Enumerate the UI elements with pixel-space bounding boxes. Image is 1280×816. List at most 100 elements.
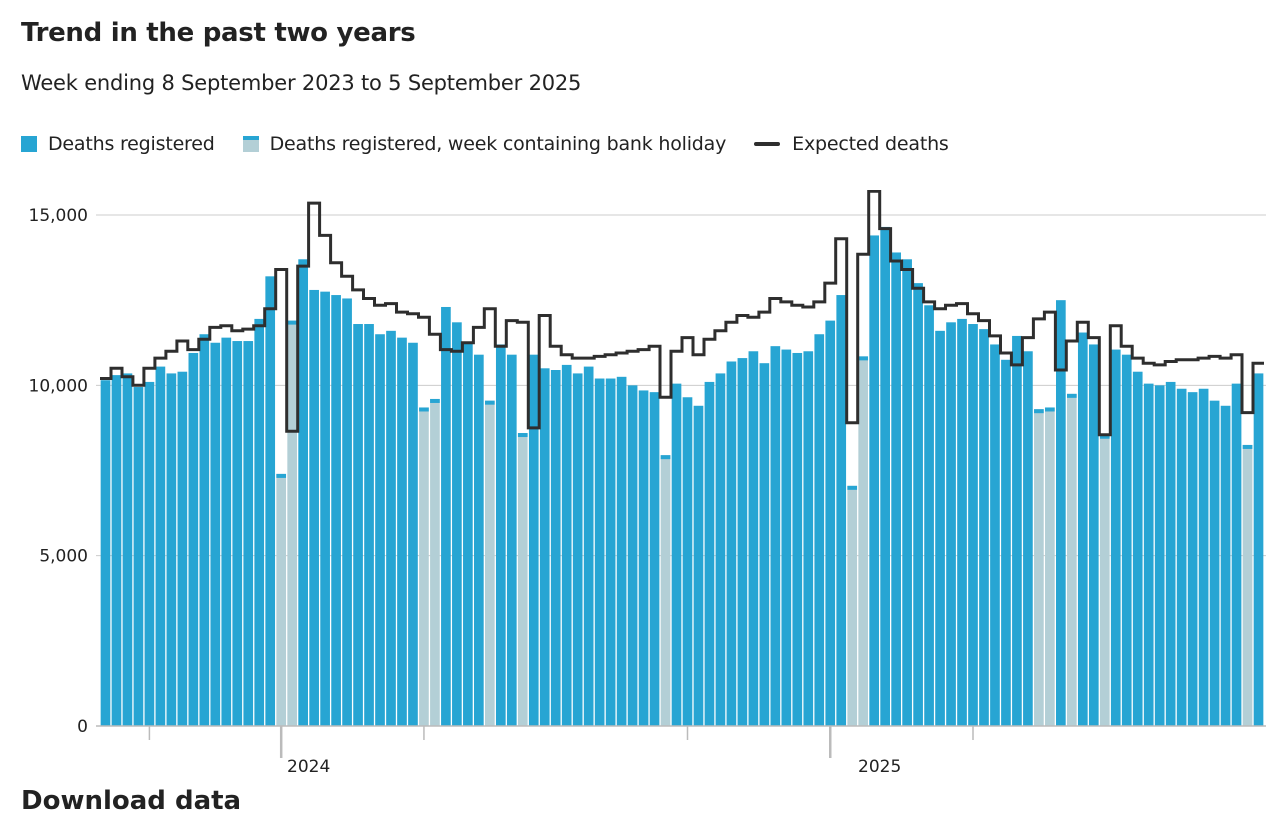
bar — [210, 342, 221, 726]
bar — [144, 381, 155, 726]
bar — [1187, 392, 1198, 726]
bar — [1077, 332, 1088, 726]
holiday-bar — [1099, 434, 1110, 726]
bar — [836, 295, 847, 726]
bar — [1056, 300, 1066, 726]
bar — [1198, 388, 1209, 726]
holiday-bar-cap — [287, 320, 298, 325]
bar — [616, 376, 627, 726]
bar — [364, 324, 374, 726]
bar — [946, 322, 956, 726]
chart-legend: Deaths registered Deaths registered, wee… — [21, 133, 977, 155]
bar — [1110, 349, 1121, 726]
bar — [320, 291, 330, 726]
bars — [100, 226, 1264, 726]
bar — [968, 324, 978, 726]
bar — [902, 259, 912, 726]
holiday-bar-cap — [430, 398, 440, 403]
bar — [605, 378, 616, 726]
holiday-bar — [430, 398, 440, 726]
bar — [715, 373, 726, 726]
bar — [792, 352, 803, 726]
holiday-bar-cap — [1066, 393, 1077, 398]
bar — [122, 373, 133, 726]
bar — [100, 380, 111, 726]
bar — [1154, 385, 1165, 726]
bar — [111, 375, 122, 726]
y-tick-label: 5,000 — [39, 547, 88, 567]
bar — [441, 306, 451, 726]
bar — [199, 334, 210, 726]
holiday-bar — [276, 473, 287, 726]
bar — [935, 330, 945, 726]
bar — [353, 324, 363, 726]
bar — [638, 390, 649, 726]
bar — [814, 334, 825, 726]
holiday-bar-cap — [484, 400, 495, 405]
x-tick-label: 2024 — [287, 757, 330, 777]
bar — [177, 371, 188, 726]
holiday-bar-cap — [419, 407, 429, 412]
bar — [1231, 383, 1242, 726]
bar — [891, 252, 901, 726]
holiday-bar-cap — [847, 485, 858, 490]
download-data-heading: Download data — [21, 786, 242, 816]
deaths-chart[interactable]: 0 5,000 10,000 15,000 2024 2025 — [0, 190, 1280, 790]
bar — [869, 235, 880, 726]
legend-item-expected-deaths: Expected deaths — [754, 133, 949, 155]
bar — [1121, 354, 1132, 726]
holiday-bar — [1045, 407, 1055, 726]
bar — [671, 383, 682, 726]
bar — [957, 318, 967, 726]
bar — [1088, 344, 1099, 726]
bar — [265, 276, 276, 726]
bar — [495, 344, 506, 726]
chart-title: Trend in the past two years — [21, 18, 416, 48]
bar — [649, 392, 660, 726]
bar — [561, 364, 572, 726]
bar — [737, 358, 748, 726]
legend-label-bank-holiday: Deaths registered, week containing bank … — [269, 133, 727, 155]
bar — [913, 283, 923, 726]
bar — [1143, 383, 1154, 726]
chart-subtitle: Week ending 8 September 2023 to 5 Septem… — [21, 71, 582, 95]
bar — [880, 226, 890, 726]
holiday-bar — [287, 320, 298, 726]
holiday-bar-cap — [517, 433, 528, 438]
holiday-bar — [1034, 409, 1044, 726]
bar — [408, 342, 418, 726]
bar — [539, 368, 550, 726]
bar — [452, 322, 462, 726]
bar — [1023, 351, 1033, 726]
bar — [748, 351, 759, 726]
legend-swatch-expected-deaths — [754, 142, 781, 146]
holiday-bar — [660, 455, 671, 726]
bar — [309, 289, 319, 726]
legend-swatch-deaths-registered — [21, 136, 37, 152]
bar — [990, 344, 1000, 726]
bar — [1012, 335, 1022, 726]
legend-label-deaths-registered: Deaths registered — [48, 133, 215, 155]
bar — [528, 354, 539, 726]
bar — [924, 305, 934, 726]
bar — [693, 405, 704, 726]
holiday-bar-cap — [660, 455, 671, 460]
bar — [506, 354, 517, 726]
bar — [682, 397, 693, 726]
bar — [386, 330, 396, 726]
bar — [221, 337, 232, 726]
bar — [627, 385, 638, 726]
bar — [254, 318, 265, 726]
holiday-bar-cap — [1099, 434, 1110, 439]
legend-item-deaths-registered: Deaths registered — [21, 133, 215, 155]
holiday-bar-cap — [1242, 444, 1253, 449]
bar — [1220, 405, 1231, 726]
bar — [803, 351, 814, 726]
bar — [1001, 359, 1011, 726]
y-tick-label: 15,000 — [29, 206, 88, 226]
holiday-bar-cap — [1045, 407, 1055, 412]
holiday-bar — [1066, 393, 1077, 726]
holiday-bar-cap — [276, 473, 287, 478]
bar — [770, 346, 781, 726]
bar — [759, 363, 770, 726]
